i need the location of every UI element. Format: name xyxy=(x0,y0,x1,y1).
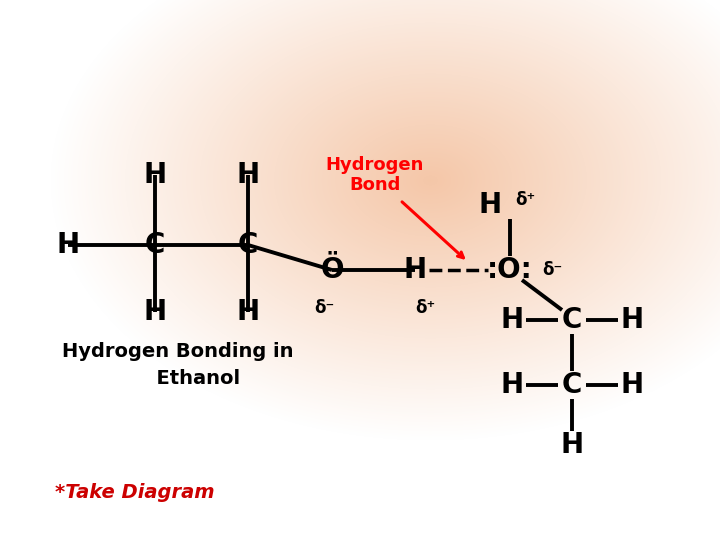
Text: H: H xyxy=(236,298,260,326)
Text: δ⁺: δ⁺ xyxy=(415,299,435,317)
Text: H: H xyxy=(621,371,644,399)
Text: H: H xyxy=(56,231,80,259)
Text: :O:: :O: xyxy=(487,256,533,284)
Text: H: H xyxy=(560,431,584,459)
Text: H: H xyxy=(143,161,166,189)
Text: H: H xyxy=(478,191,502,219)
Text: H: H xyxy=(500,371,523,399)
Text: C: C xyxy=(562,371,582,399)
Text: δ⁻: δ⁻ xyxy=(314,299,334,317)
Text: H: H xyxy=(236,161,260,189)
Text: H: H xyxy=(403,256,426,284)
Text: C: C xyxy=(238,231,258,259)
Text: δ⁻: δ⁻ xyxy=(542,261,562,279)
Text: Hydrogen Bonding in
      Ethanol: Hydrogen Bonding in Ethanol xyxy=(62,342,294,388)
Text: H: H xyxy=(621,306,644,334)
Text: *Take Diagram: *Take Diagram xyxy=(55,483,215,502)
Text: δ⁺: δ⁺ xyxy=(515,191,535,209)
Text: C: C xyxy=(145,231,165,259)
Text: H: H xyxy=(143,298,166,326)
Text: Ö: Ö xyxy=(320,256,343,284)
Text: H: H xyxy=(500,306,523,334)
Text: C: C xyxy=(562,306,582,334)
Text: Hydrogen
Bond: Hydrogen Bond xyxy=(326,156,424,194)
